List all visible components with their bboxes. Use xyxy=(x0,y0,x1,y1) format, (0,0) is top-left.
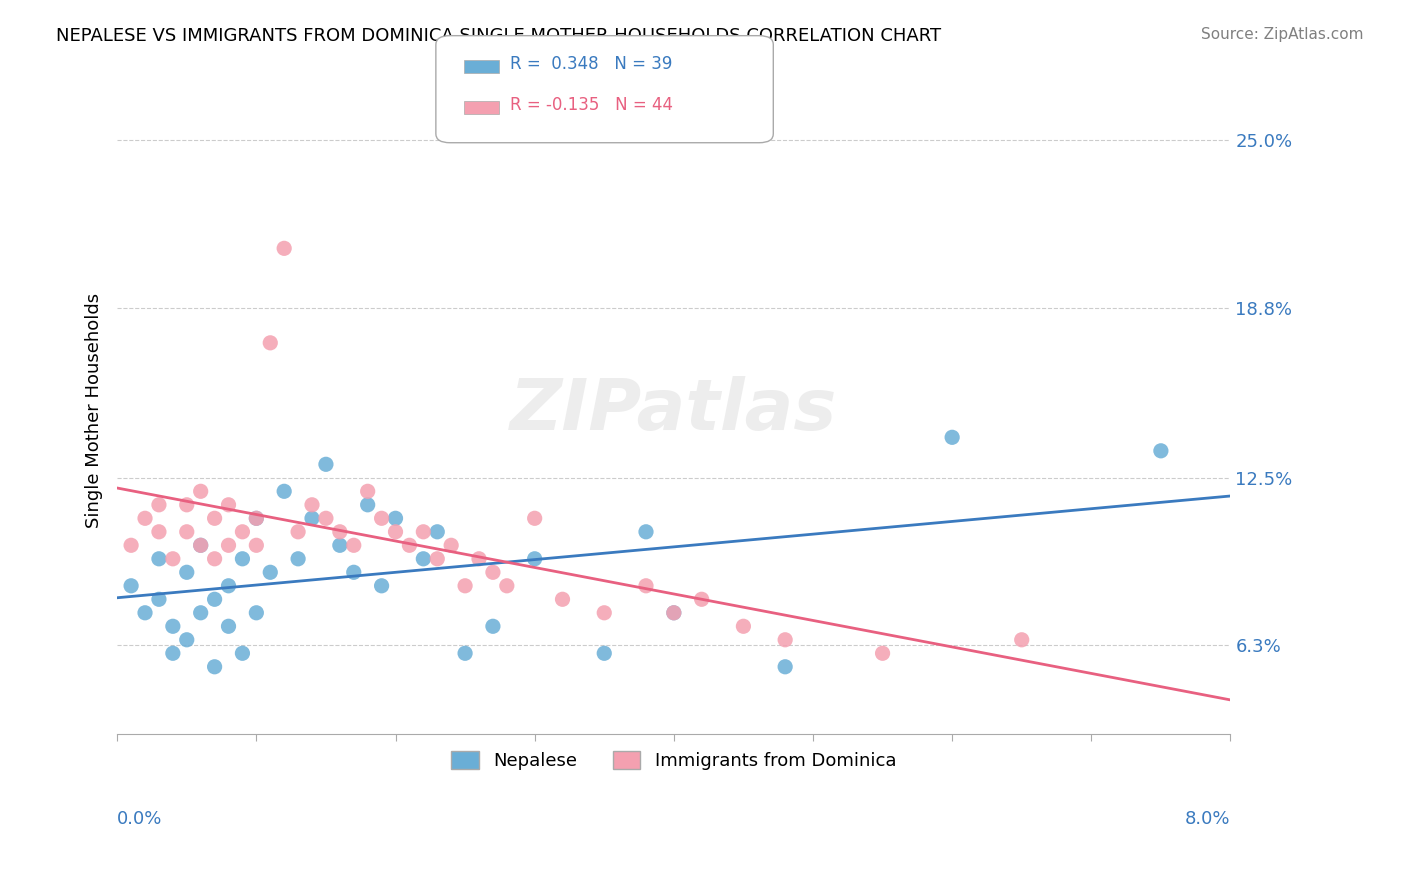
Point xyxy=(218,538,240,552)
Point xyxy=(148,524,170,539)
Point xyxy=(315,511,337,525)
Point xyxy=(426,551,449,566)
Point xyxy=(148,592,170,607)
Point xyxy=(204,592,226,607)
Point xyxy=(662,606,685,620)
Point xyxy=(482,566,505,580)
Text: ZIPatlas: ZIPatlas xyxy=(510,376,838,445)
Text: NEPALESE VS IMMIGRANTS FROM DOMINICA SINGLE MOTHER HOUSEHOLDS CORRELATION CHART: NEPALESE VS IMMIGRANTS FROM DOMINICA SIN… xyxy=(56,27,942,45)
Point xyxy=(287,524,309,539)
Legend: Nepalese, Immigrants from Dominica: Nepalese, Immigrants from Dominica xyxy=(444,743,904,777)
Point xyxy=(218,619,240,633)
Point xyxy=(412,551,434,566)
Point xyxy=(245,538,267,552)
Point xyxy=(662,606,685,620)
Point xyxy=(287,551,309,566)
Point xyxy=(343,538,366,552)
Point xyxy=(1011,632,1033,647)
Point xyxy=(426,524,449,539)
Point xyxy=(495,579,517,593)
Point xyxy=(176,498,198,512)
Point xyxy=(773,660,796,674)
Point xyxy=(190,484,212,499)
Point xyxy=(398,538,420,552)
Y-axis label: Single Mother Households: Single Mother Households xyxy=(86,293,103,528)
Point xyxy=(273,484,295,499)
Point xyxy=(148,551,170,566)
Point xyxy=(190,606,212,620)
Point xyxy=(315,458,337,472)
Point xyxy=(162,646,184,660)
Point xyxy=(634,579,657,593)
Point xyxy=(384,511,406,525)
Point xyxy=(273,241,295,255)
Point xyxy=(162,551,184,566)
Point xyxy=(468,551,491,566)
Point xyxy=(412,524,434,539)
Point xyxy=(357,498,380,512)
Point xyxy=(523,511,546,525)
Text: 8.0%: 8.0% xyxy=(1185,810,1230,828)
Point xyxy=(733,619,755,633)
Point xyxy=(176,566,198,580)
Point xyxy=(259,335,281,350)
Point xyxy=(231,646,253,660)
Point xyxy=(301,498,323,512)
Point xyxy=(204,551,226,566)
Text: 0.0%: 0.0% xyxy=(117,810,163,828)
Point xyxy=(329,538,352,552)
Point xyxy=(773,632,796,647)
Point xyxy=(370,511,392,525)
Point xyxy=(523,551,546,566)
Point xyxy=(872,646,894,660)
Point xyxy=(551,592,574,607)
Point xyxy=(245,511,267,525)
Point xyxy=(204,660,226,674)
Point xyxy=(134,511,156,525)
Point xyxy=(941,430,963,444)
Point xyxy=(343,566,366,580)
Point xyxy=(245,511,267,525)
Point xyxy=(357,484,380,499)
Point xyxy=(329,524,352,539)
Point xyxy=(120,538,142,552)
Point xyxy=(370,579,392,593)
Point xyxy=(231,524,253,539)
Point xyxy=(454,646,477,660)
Point xyxy=(218,498,240,512)
Point xyxy=(593,646,616,660)
Point xyxy=(148,498,170,512)
Point xyxy=(204,511,226,525)
Point xyxy=(384,524,406,539)
Point xyxy=(690,592,713,607)
Point xyxy=(218,579,240,593)
Point xyxy=(301,511,323,525)
Point xyxy=(482,619,505,633)
Point xyxy=(176,524,198,539)
Point xyxy=(259,566,281,580)
Point xyxy=(231,551,253,566)
Point xyxy=(440,538,463,552)
Text: Source: ZipAtlas.com: Source: ZipAtlas.com xyxy=(1201,27,1364,42)
Point xyxy=(190,538,212,552)
Text: R =  0.348   N = 39: R = 0.348 N = 39 xyxy=(510,55,672,73)
Text: R = -0.135   N = 44: R = -0.135 N = 44 xyxy=(510,96,673,114)
Point xyxy=(1150,443,1173,458)
Point xyxy=(190,538,212,552)
Point xyxy=(593,606,616,620)
Point xyxy=(245,606,267,620)
Point xyxy=(634,524,657,539)
Point xyxy=(134,606,156,620)
Point xyxy=(120,579,142,593)
Point xyxy=(454,579,477,593)
Point xyxy=(176,632,198,647)
Point xyxy=(162,619,184,633)
